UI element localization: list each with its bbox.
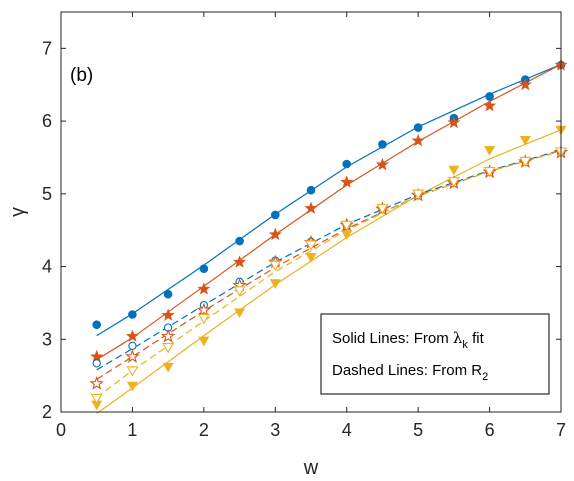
point-s6-7 (305, 240, 317, 251)
point-s6-12 (483, 166, 496, 178)
legend-annotation: Solid Lines: From λk fit Dashed Lines: F… (320, 313, 550, 395)
plot-frame (60, 11, 562, 413)
point-s3-7 (305, 253, 317, 263)
point-s2-10 (411, 133, 425, 147)
lambda-symbol: λ (453, 329, 463, 347)
annotation-box (320, 313, 550, 395)
point-s6-1 (90, 393, 103, 405)
point-s2-8 (340, 175, 354, 188)
point-s1-8 (342, 159, 352, 169)
x-tick-label-4: 4 (342, 420, 352, 440)
point-s5-3 (160, 328, 176, 343)
point-s6-11 (447, 177, 460, 188)
point-s3-11 (448, 165, 460, 176)
x-tick-label-3: 3 (270, 420, 280, 440)
point-s2-3 (161, 308, 175, 321)
point-s2-2 (125, 329, 139, 342)
point-s3-5 (234, 308, 246, 318)
point-s6-6 (269, 260, 282, 272)
axis-ticks: 0 1 2 3 4 5 6 7 2 3 4 5 6 7 (42, 12, 566, 440)
x-tick-label-2: 2 (199, 420, 209, 440)
lambda-subscript: k (462, 339, 468, 351)
x-tick-label-6: 6 (485, 420, 495, 440)
point-s6-2 (126, 366, 139, 377)
point-s1-2 (128, 310, 137, 319)
point-s6-10 (412, 189, 425, 200)
point-s2-4 (197, 282, 211, 295)
point-s2-9 (375, 157, 389, 171)
point-s6-9 (376, 204, 389, 215)
annotation-line-2: Dashed Lines: From R2 (332, 362, 488, 383)
annotation-line-2-prefix: Dashed Lines: From R (332, 362, 482, 379)
y-tick-label-7: 7 (42, 38, 52, 58)
point-s1-3 (163, 289, 173, 299)
point-s1-5 (235, 236, 244, 246)
annotation-line-1-prefix: Solid Lines: From (332, 330, 453, 347)
point-s1-6 (270, 210, 280, 220)
y-tick-label-6: 6 (42, 111, 52, 131)
point-s2-12 (483, 98, 497, 112)
point-s1-9 (378, 140, 387, 149)
fit-line-6 (96, 150, 562, 398)
point-s6-3 (162, 342, 175, 354)
point-s3-4 (198, 336, 210, 347)
point-s5-2 (125, 349, 140, 363)
y-axis-label: γ (7, 207, 29, 217)
x-tick-label-0: 0 (56, 420, 66, 440)
point-s3-12 (484, 146, 496, 156)
point-s6-13 (519, 156, 532, 168)
point-s2-6 (268, 227, 282, 241)
point-s5-4 (196, 302, 212, 317)
y-tick-label-5: 5 (42, 184, 52, 204)
point-s1-1 (92, 320, 101, 330)
point-s6-5 (233, 286, 246, 297)
data-points (89, 58, 569, 411)
x-axis-label: w (303, 457, 319, 479)
x-tick-label-7: 7 (556, 420, 566, 440)
point-s1-7 (306, 185, 316, 195)
point-s3-13 (519, 135, 531, 146)
r-subscript: 2 (482, 371, 488, 383)
point-s2-13 (518, 77, 532, 91)
point-s3-2 (126, 381, 138, 392)
point-s2-5 (233, 255, 247, 268)
point-s2-11 (447, 115, 461, 129)
point-s3-3 (162, 362, 174, 373)
point-s6-8 (340, 220, 353, 232)
point-s6-4 (197, 313, 210, 325)
x-tick-label-1: 1 (127, 420, 137, 440)
y-tick-label-2: 2 (42, 402, 52, 422)
annotation-line-1: Solid Lines: From λk fit (332, 329, 485, 351)
point-s1-10 (413, 123, 423, 132)
annotation-line-1-suffix: fit (468, 330, 485, 347)
point-s4-2 (128, 341, 137, 350)
point-s5-1 (89, 376, 104, 390)
point-s1-4 (199, 264, 209, 274)
point-s2-7 (304, 201, 318, 214)
y-tick-label-3: 3 (42, 329, 52, 349)
y-tick-label-4: 4 (42, 257, 52, 277)
x-tick-label-5: 5 (413, 420, 423, 440)
point-s3-6 (269, 279, 281, 289)
panel-label: (b) (70, 65, 93, 86)
point-s4-1 (92, 359, 101, 368)
